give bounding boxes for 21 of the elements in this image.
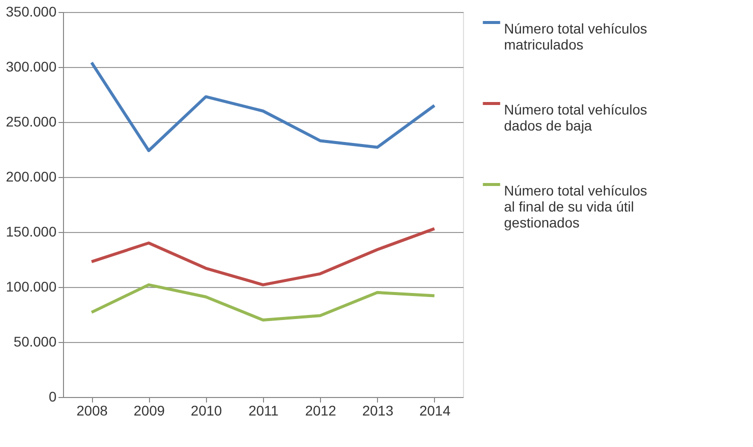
x-tick-label: 2011 <box>248 402 279 418</box>
x-tick-label: 2013 <box>362 402 394 418</box>
line-series <box>90 283 436 322</box>
line-series <box>90 227 436 286</box>
x-tick-label: 2014 <box>419 402 451 418</box>
x-tick-label: 2010 <box>190 402 222 418</box>
x-tick-label: 2009 <box>134 402 165 418</box>
y-tick-label: 0 <box>48 388 57 404</box>
y-tick-label: 150.000 <box>6 224 57 240</box>
y-tick-label: 200.000 <box>6 168 57 184</box>
legend-label: Número total vehículos al final de su vida útil gestionados <box>504 182 648 230</box>
legend-label: Número total vehículos matriculados <box>504 20 648 52</box>
y-tick-label: 250.000 <box>6 114 57 130</box>
y-tick-label: 300.000 <box>6 58 57 74</box>
y-tick-label: 50.000 <box>14 334 57 350</box>
legend-label: Número total vehículos dados de baja <box>504 102 648 134</box>
y-tick-label: 350.000 <box>6 4 57 20</box>
x-tick-label: 2012 <box>305 402 336 418</box>
line-series <box>90 61 436 152</box>
y-tick-label: 100.000 <box>6 278 57 294</box>
x-tick-label: 2008 <box>76 402 108 418</box>
